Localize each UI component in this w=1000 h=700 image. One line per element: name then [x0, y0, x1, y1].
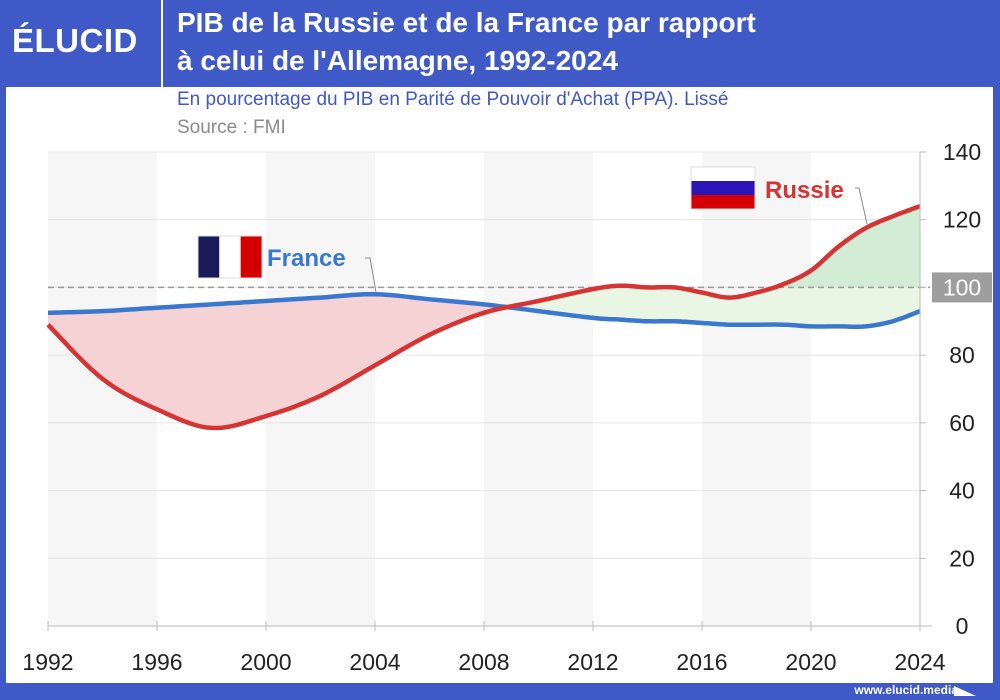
flag-stripe — [240, 236, 262, 278]
france-line — [47, 291, 921, 329]
russia-below-france-area — [48, 294, 920, 428]
chart-source: Source : FMI — [177, 117, 286, 138]
x-tick-label: 1992 — [22, 649, 73, 675]
elucid-logo: ÉLUCID — [12, 22, 138, 59]
y-tick-label: 60 — [949, 410, 975, 436]
background-band — [484, 152, 593, 626]
reference-label-box — [932, 272, 992, 303]
footer-flag-icon — [954, 686, 976, 696]
russia-label: Russie — [765, 177, 844, 204]
y-tick-label: 0 — [956, 613, 969, 639]
flag-stripe — [691, 167, 755, 181]
flag-stripe — [691, 181, 755, 195]
chart-title: PIB de la Russie et de la France par rap… — [177, 4, 977, 80]
title-line-2: à celui de l'Allemagne, 1992-2024 — [177, 45, 618, 76]
y-tick-label: 80 — [949, 342, 975, 368]
y-tick-label: 40 — [949, 478, 975, 504]
x-tick-label: 1996 — [131, 649, 182, 675]
y-tick-label: 140 — [943, 139, 981, 165]
russia-line — [46, 204, 921, 431]
x-tick-label: 2000 — [240, 649, 291, 675]
background-band — [702, 152, 811, 626]
x-tick-label: 2008 — [458, 649, 509, 675]
france-flag-icon — [197, 235, 263, 279]
title-line-1: PIB de la Russie et de la France par rap… — [177, 7, 756, 38]
russia-flag-icon — [690, 166, 756, 210]
x-tick-label: 2024 — [894, 649, 945, 675]
france-label: France — [267, 245, 346, 272]
flag-stripe — [198, 236, 220, 278]
flag-stripe — [691, 195, 755, 209]
y-tick-label: 120 — [943, 207, 981, 233]
header-divider — [161, 0, 163, 87]
y-tick-label: 20 — [949, 545, 975, 571]
x-tick-label: 2016 — [676, 649, 727, 675]
russia-label-leader — [855, 187, 868, 225]
x-tick-label: 2020 — [785, 649, 836, 675]
y-tick-label: 100 — [943, 274, 981, 300]
chart-subtitle: En pourcentage du PIB en Parité de Pouvo… — [177, 89, 729, 110]
flag-border — [197, 235, 263, 279]
flag-stripe — [219, 236, 241, 278]
footer-url[interactable]: www.elucid.media — [854, 683, 958, 697]
x-tick-label: 2012 — [567, 649, 618, 675]
france-label-leader — [365, 257, 377, 293]
flag-border — [690, 166, 756, 210]
x-tick-label: 2004 — [349, 649, 400, 675]
